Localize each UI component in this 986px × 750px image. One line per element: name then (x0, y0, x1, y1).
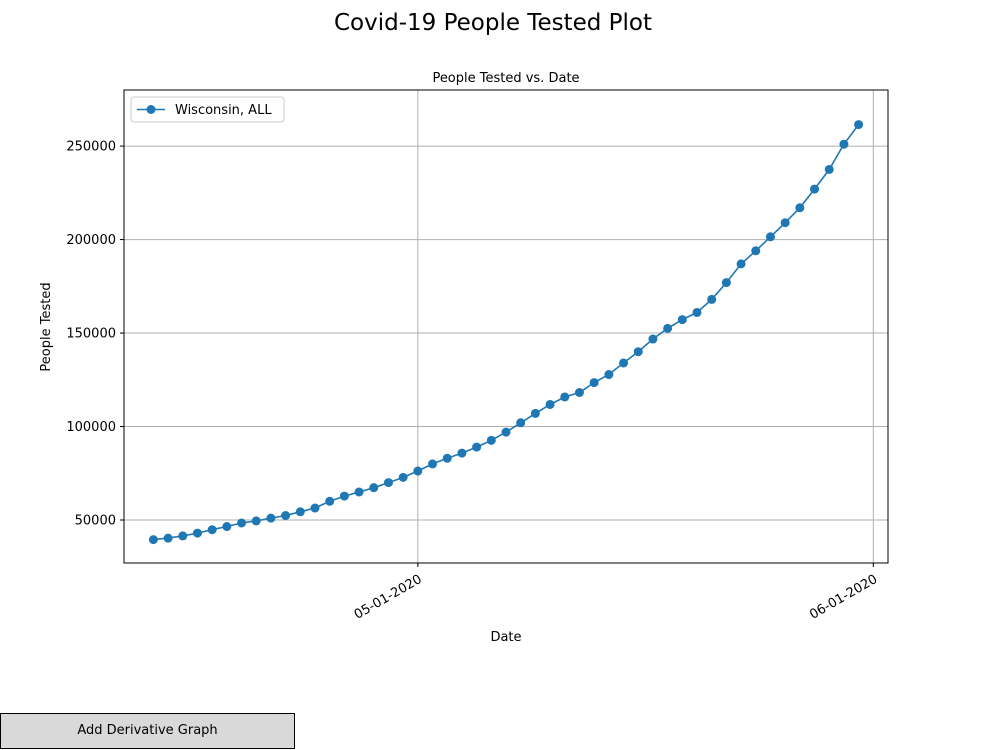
plot-area-frame (123, 89, 889, 564)
grid (124, 90, 888, 563)
y-tick-label: 50000 (75, 514, 116, 529)
data-point (442, 453, 452, 463)
data-point (428, 459, 438, 469)
x-axis-label: Date (490, 630, 521, 645)
data-point (501, 427, 511, 437)
data-point (530, 408, 540, 418)
data-point (736, 259, 746, 269)
data-point (677, 315, 687, 325)
data-point (692, 307, 702, 317)
legend-marker (146, 105, 156, 114)
data-point (619, 358, 629, 368)
data-point (574, 387, 584, 397)
data-point (266, 513, 276, 523)
data-point (545, 399, 555, 409)
figure-title: Covid-19 People Tested Plot (333, 10, 653, 36)
data-point (795, 203, 805, 213)
data-point (237, 518, 247, 528)
y-tick-label: 150000 (66, 327, 116, 342)
data-point (472, 442, 482, 452)
data-point (751, 246, 761, 256)
data-point (516, 418, 526, 428)
data-point (251, 516, 261, 526)
y-tick-label: 250000 (66, 140, 116, 155)
chart-figure: 50000 100000 150000 200000 250000 05-01-2020 0… (39, 71, 889, 645)
data-point (339, 491, 349, 501)
data-point (354, 487, 364, 497)
data-point (413, 466, 423, 476)
data-point (192, 528, 202, 538)
data-point (589, 378, 599, 388)
data-point (839, 139, 849, 149)
data-point (369, 483, 379, 493)
data-point (780, 218, 790, 228)
data-point (148, 535, 158, 545)
data-point (398, 472, 408, 482)
data-point (281, 511, 291, 521)
data-point (325, 496, 335, 506)
data-point (457, 448, 467, 458)
data-point (178, 531, 188, 541)
add-derivative-graph-button[interactable]: Add Derivative Graph (0, 713, 295, 749)
y-axis-label: People Tested (39, 282, 54, 371)
legend: Wisconsin, ALL (130, 96, 285, 123)
series-layer (148, 120, 864, 545)
data-point (604, 370, 614, 380)
data-point (633, 347, 643, 357)
y-tick-label: 200000 (66, 233, 116, 248)
data-point (648, 334, 658, 344)
data-point (721, 278, 731, 288)
data-point (310, 503, 320, 513)
data-point (765, 232, 775, 242)
data-point (560, 392, 570, 402)
series-line (153, 124, 860, 541)
x-tick-label: 06-01-2020 (807, 572, 880, 623)
data-point (383, 478, 393, 488)
chart-title: People Tested vs. Date (432, 71, 579, 86)
data-point (207, 525, 217, 535)
x-tick-label: 05-01-2020 (352, 572, 425, 623)
data-point (663, 323, 673, 333)
data-point (707, 294, 717, 304)
legend-label: Wisconsin, ALL (175, 103, 272, 118)
legend-box (130, 96, 285, 123)
data-point (486, 435, 496, 445)
data-point (222, 522, 232, 532)
data-point (163, 533, 173, 543)
data-point (295, 507, 305, 517)
axes: 50000 100000 150000 200000 250000 05-01-2020 0… (66, 140, 880, 623)
y-tick-label: 100000 (66, 420, 116, 435)
data-point (810, 184, 820, 194)
data-point (824, 164, 834, 174)
data-point (854, 120, 864, 130)
